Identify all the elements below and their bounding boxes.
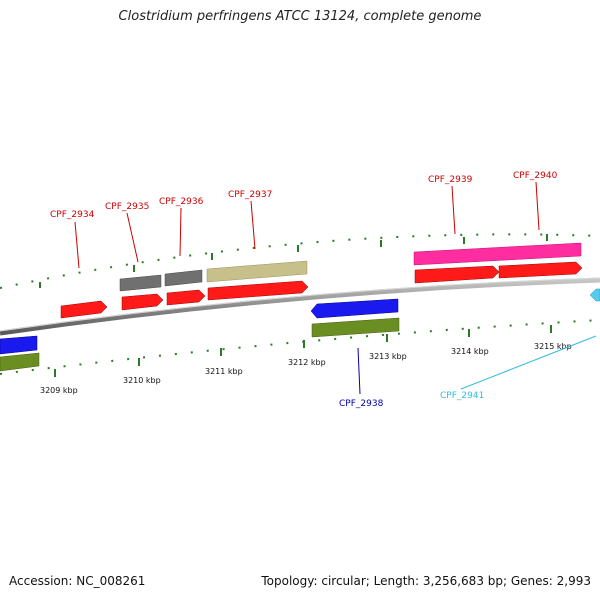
genome-summary-text: Topology: circular; Length: 3,256,683 bp… <box>261 574 591 588</box>
cds-arrow-2938[interactable] <box>310 298 399 319</box>
gene-label-2934[interactable]: CPF_2934 <box>50 210 95 220</box>
gene-label-2939[interactable]: CPF_2939 <box>428 175 473 185</box>
gene-label-2938[interactable]: CPF_2938 <box>339 399 384 409</box>
upper-major-ticks <box>39 234 548 288</box>
scale-label-3212: 3212 kbp <box>288 358 326 367</box>
scale-label-3213: 3213 kbp <box>369 352 407 361</box>
accession-text: Accession: NC_008261 <box>9 574 146 588</box>
scale-label-3214: 3214 kbp <box>451 347 489 356</box>
scale-label-3211: 3211 kbp <box>205 367 243 376</box>
gene-bar-gray-1[interactable] <box>119 274 162 292</box>
leader-line-2936 <box>179 207 182 257</box>
cds-arrow-2939[interactable] <box>414 265 500 284</box>
cds-arrow-2937[interactable] <box>207 280 309 301</box>
leader-line-2937 <box>250 200 256 250</box>
gene-label-2936[interactable]: CPF_2936 <box>159 197 204 207</box>
gene-bar-pink[interactable] <box>413 242 582 266</box>
cds-arrow-2936[interactable] <box>166 289 206 306</box>
cds-arrow-left-edge[interactable] <box>0 335 38 355</box>
genome-backbone <box>0 277 600 336</box>
leader-line-2939 <box>451 185 456 235</box>
leader-line-2940 <box>535 181 540 231</box>
gene-bar-olive-2938[interactable] <box>311 317 400 338</box>
gene-bar-gray-2[interactable] <box>164 269 203 287</box>
gene-label-2935[interactable]: CPF_2935 <box>105 202 149 212</box>
gene-label-2941[interactable]: CPF_2941 <box>440 391 484 401</box>
lower-major-ticks <box>54 325 552 377</box>
scale-label-3215: 3215 kbp <box>534 342 572 351</box>
cds-arrow-2935[interactable] <box>121 293 164 311</box>
gene-bar-khaki[interactable] <box>206 260 308 283</box>
scale-label-3209: 3209 kbp <box>40 386 78 395</box>
cds-arrow-2940[interactable] <box>498 261 583 279</box>
leader-line-2941 <box>460 335 597 390</box>
cds-arrow-2934[interactable] <box>60 300 108 319</box>
leader-line-2935 <box>126 212 139 263</box>
gene-label-2937[interactable]: CPF_2937 <box>228 190 272 200</box>
leader-line-2938 <box>357 347 361 395</box>
gene-label-2940[interactable]: CPF_2940 <box>513 171 558 181</box>
gene-bar-olive-left-edge[interactable] <box>0 352 40 372</box>
scale-label-3210: 3210 kbp <box>123 376 161 385</box>
cds-arrow-2941[interactable] <box>589 288 600 302</box>
map-title: Clostridium perfringens ATCC 13124, comp… <box>118 9 482 24</box>
leader-line-2934 <box>74 221 80 269</box>
upper-tick-track <box>0 233 600 289</box>
